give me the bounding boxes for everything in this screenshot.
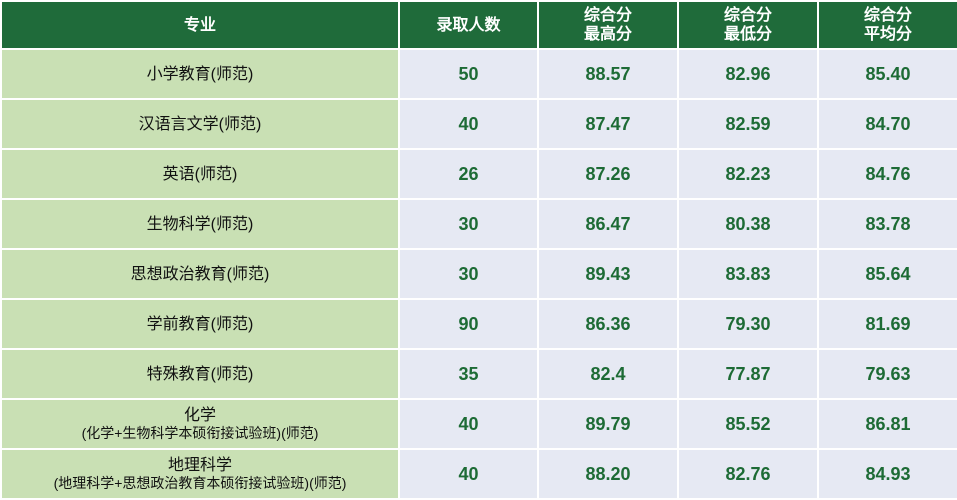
avg-score-cell: 84.93 [817,448,957,500]
table-row: 小学教育(师范) 50 88.57 82.96 85.40 [0,48,957,100]
table-row: 生物科学(师范) 30 86.47 80.38 83.78 [0,198,957,250]
min-score-cell: 82.59 [677,98,819,150]
max-score-cell: 88.20 [537,448,679,500]
major-cell: 化学 (化学+生物科学本硕衔接试验班)(师范) [0,398,400,450]
min-score-cell: 85.52 [677,398,819,450]
max-score-cell: 86.36 [537,298,679,350]
avg-score-cell: 83.78 [817,198,957,250]
max-score-cell: 89.79 [537,398,679,450]
header-min-score: 综合分 最低分 [677,0,819,50]
min-score-cell: 82.76 [677,448,819,500]
admitted-count-cell: 30 [398,248,539,300]
avg-score-cell: 84.70 [817,98,957,150]
major-cell: 地理科学 (地理科学+思想政治教育本硕衔接试验班)(师范) [0,448,400,500]
min-score-cell: 83.83 [677,248,819,300]
min-score-cell: 82.96 [677,48,819,100]
avg-score-cell: 85.64 [817,248,957,300]
max-score-cell: 86.47 [537,198,679,250]
admitted-count-cell: 90 [398,298,539,350]
min-score-cell: 77.87 [677,348,819,400]
max-score-cell: 88.57 [537,48,679,100]
max-score-cell: 89.43 [537,248,679,300]
table-row: 思想政治教育(师范) 30 89.43 83.83 85.64 [0,248,957,300]
header-avg-score: 综合分 平均分 [817,0,957,50]
min-score-cell: 79.30 [677,298,819,350]
table-row: 地理科学 (地理科学+思想政治教育本硕衔接试验班)(师范) 40 88.20 8… [0,448,957,500]
avg-score-cell: 86.81 [817,398,957,450]
table-row: 化学 (化学+生物科学本硕衔接试验班)(师范) 40 89.79 85.52 8… [0,398,957,450]
header-row: 专业 录取人数 综合分 最高分 综合分 最低分 综合分 平均分 [0,0,957,50]
admitted-count-cell: 30 [398,198,539,250]
avg-score-cell: 85.40 [817,48,957,100]
header-admitted-count: 录取人数 [398,0,539,50]
avg-score-cell: 79.63 [817,348,957,400]
major-cell: 生物科学(师范) [0,198,400,250]
min-score-cell: 82.23 [677,148,819,200]
major-cell: 英语(师范) [0,148,400,200]
major-cell: 汉语言文学(师范) [0,98,400,150]
major-cell: 思想政治教育(师范) [0,248,400,300]
table-row: 学前教育(师范) 90 86.36 79.30 81.69 [0,298,957,350]
max-score-cell: 87.47 [537,98,679,150]
table-row: 特殊教育(师范) 35 82.4 77.87 79.63 [0,348,957,400]
admitted-count-cell: 40 [398,398,539,450]
max-score-cell: 82.4 [537,348,679,400]
admitted-count-cell: 50 [398,48,539,100]
admitted-count-cell: 35 [398,348,539,400]
min-score-cell: 80.38 [677,198,819,250]
header-major: 专业 [0,0,400,50]
admitted-count-cell: 26 [398,148,539,200]
avg-score-cell: 84.76 [817,148,957,200]
table-row: 汉语言文学(师范) 40 87.47 82.59 84.70 [0,98,957,150]
major-cell: 特殊教育(师范) [0,348,400,400]
table-row: 英语(师范) 26 87.26 82.23 84.76 [0,148,957,200]
max-score-cell: 87.26 [537,148,679,200]
avg-score-cell: 81.69 [817,298,957,350]
major-cell: 学前教育(师范) [0,298,400,350]
header-max-score: 综合分 最高分 [537,0,679,50]
major-cell: 小学教育(师范) [0,48,400,100]
admitted-count-cell: 40 [398,448,539,500]
admitted-count-cell: 40 [398,98,539,150]
